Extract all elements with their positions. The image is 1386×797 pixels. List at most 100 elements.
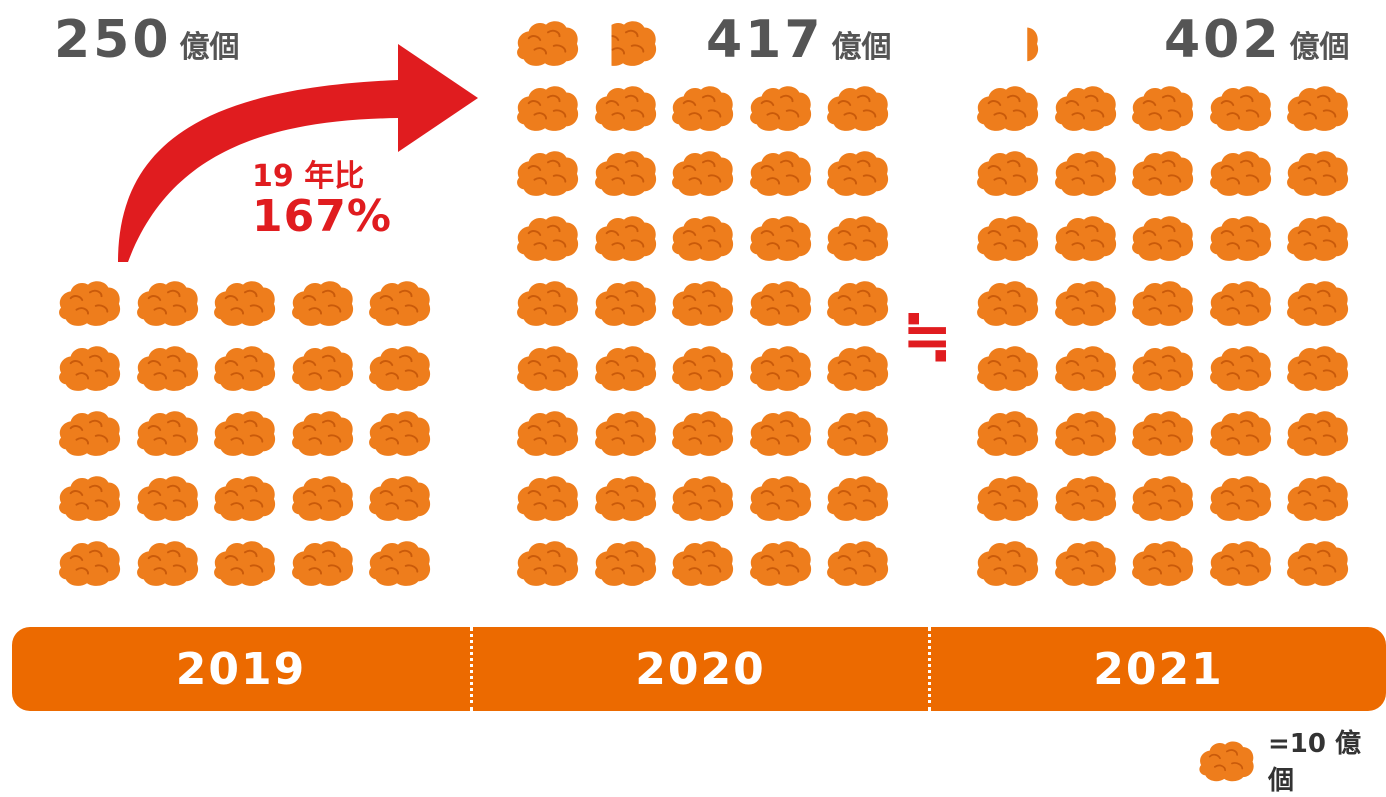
nugget-icon [667,145,737,199]
nugget-icon [1282,275,1352,329]
nugget-icon [1127,80,1197,134]
nugget-icon [590,210,660,264]
timeline-divider [470,627,473,711]
nugget-icon [512,80,582,134]
nugget-icon [209,340,279,394]
nugget-icon [1205,405,1275,459]
total-2020-value: 417 [706,10,824,70]
nugget-icon [1050,470,1120,524]
nugget-icon [1282,405,1352,459]
nugget-icon [1050,405,1120,459]
nugget-icon [1050,275,1120,329]
total-2020: 417 億個 [706,10,892,80]
total-2020-unit: 億個 [831,30,892,65]
nugget-icon [1282,80,1352,134]
nugget-icon [590,535,660,589]
nugget-icon [745,470,815,524]
nugget-icon [1050,145,1120,199]
timeline-divider [928,627,931,711]
nugget-icon [667,210,737,264]
nugget-icon [972,340,1042,394]
nugget-icon [822,80,892,134]
nugget-icon [667,535,737,589]
nugget-icon [590,405,660,459]
nugget-icon [972,15,1042,69]
nugget-icon [667,405,737,459]
nugget-icon [1205,470,1275,524]
year-label-2019: 2019 [175,643,307,695]
nugget-icon [54,535,124,589]
nugget-icon [1050,340,1120,394]
growth-arrow [118,44,478,262]
nugget-icon [54,470,124,524]
nugget-icon [745,80,815,134]
nugget-icon [590,275,660,329]
nugget-icon [209,405,279,459]
nugget-icon [132,535,202,589]
nugget-icon [1205,535,1275,589]
nugget-icon [287,535,357,589]
total-2019: 250 億個 [54,10,240,80]
chicken-nugget-icon [1190,736,1262,784]
nugget-icon [590,145,660,199]
nugget-icon [1127,145,1197,199]
nugget-icon [972,210,1042,264]
nugget-icon [364,275,434,329]
nugget-icon [1205,340,1275,394]
nugget-icon [1205,275,1275,329]
year-label-2021: 2021 [1093,643,1224,695]
total-2021-unit: 億個 [1289,30,1350,65]
nugget-icon [512,15,582,69]
nugget-icon [667,80,737,134]
nugget-icon [745,145,815,199]
nugget-icon [1282,470,1352,524]
total-2019-value: 250 [54,10,172,70]
nugget-icon [512,340,582,394]
nugget-icon [972,405,1042,459]
nugget-icon [364,535,434,589]
year-timeline: 2019 2020 2021 [12,627,1386,711]
nugget-icon [209,535,279,589]
nugget-icon [1127,535,1197,589]
legend: =10 億個 [1190,729,1386,796]
nugget-icon [1282,535,1352,589]
nugget-icon [745,275,815,329]
total-2019-unit: 億個 [179,30,240,65]
nugget-icon [1282,145,1352,199]
nugget-icon [972,470,1042,524]
nugget-icon [1127,470,1197,524]
nugget-icon [512,470,582,524]
year-label-2020: 2020 [635,643,766,695]
legend-text: =10 億個 [1268,729,1362,796]
nugget-icon [1282,340,1352,394]
nugget-icon [1282,210,1352,264]
nugget-icon [364,340,434,394]
nugget-icon [54,340,124,394]
nugget-icon [132,340,202,394]
nugget-icon [745,210,815,264]
total-2021-value: 402 [1164,10,1282,70]
nugget-icon [590,340,660,394]
nugget-icon [512,145,582,199]
growth-label: 19 年比 167% [252,160,392,241]
nugget-icon [1127,405,1197,459]
nugget-icon [745,535,815,589]
nugget-icon [590,80,660,134]
nugget-icon [1205,145,1275,199]
nugget-icon [1050,80,1120,134]
nugget-icon [1205,210,1275,264]
nugget-icon [972,275,1042,329]
nugget-icon [54,405,124,459]
nugget-icon [512,210,582,264]
nugget-icon [822,405,892,459]
nugget-icon [512,535,582,589]
approx-equal-symbol: ≒ [902,301,953,371]
nugget-icon [822,470,892,524]
nugget-icon [287,340,357,394]
nugget-icon [512,405,582,459]
nugget-icon [1127,340,1197,394]
nugget-icon [287,405,357,459]
nugget-icon [667,275,737,329]
nugget-icon [972,80,1042,134]
nugget-icon [822,145,892,199]
